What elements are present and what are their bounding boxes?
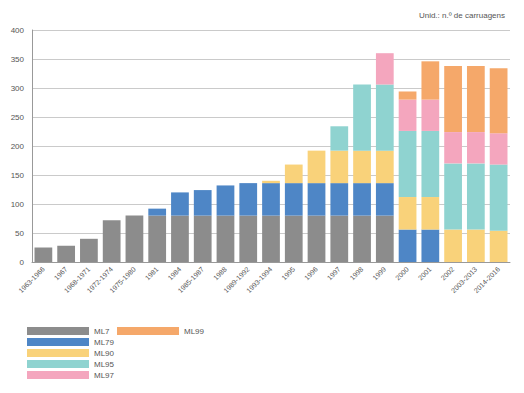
svg-text:1988: 1988 [212,265,228,281]
svg-text:50: 50 [15,229,24,238]
svg-text:2002: 2002 [440,265,456,281]
svg-text:1989-1992: 1989-1992 [222,265,251,295]
svg-text:1975-1980: 1975-1980 [108,265,137,294]
svg-text:1999: 1999 [371,265,387,281]
svg-text:1984: 1984 [166,265,182,281]
svg-text:ML79: ML79 [94,338,115,347]
svg-text:150: 150 [11,171,25,180]
svg-text:2000: 2000 [394,265,410,281]
svg-text:100: 100 [11,200,25,209]
svg-text:1967: 1967 [53,265,69,281]
svg-text:400: 400 [11,26,25,35]
svg-text:ML97: ML97 [94,371,115,380]
svg-text:350: 350 [11,55,25,64]
svg-text:1995: 1995 [280,265,296,281]
svg-text:1997: 1997 [326,265,342,281]
svg-text:2001: 2001 [417,265,433,281]
svg-text:0: 0 [20,258,25,267]
svg-text:ML95: ML95 [94,360,115,369]
svg-text:1968-1971: 1968-1971 [62,265,92,295]
svg-text:250: 250 [11,113,25,122]
svg-text:1996: 1996 [303,265,319,281]
svg-text:300: 300 [11,84,25,93]
svg-text:Unid.: n.º de carruagens: Unid.: n.º de carruagens [419,11,505,20]
svg-text:1981: 1981 [144,265,160,281]
svg-text:2014-2016: 2014-2016 [473,265,502,294]
svg-text:ML90: ML90 [94,349,115,358]
svg-text:1972-1974: 1972-1974 [85,265,115,295]
svg-text:1998: 1998 [349,265,365,281]
svg-text:ML99: ML99 [184,327,205,336]
svg-text:2003-2013: 2003-2013 [449,265,479,295]
svg-text:1963-1966: 1963-1966 [17,265,46,294]
svg-text:1985-1987: 1985-1987 [177,265,206,294]
svg-text:ML7: ML7 [94,327,110,336]
svg-text:1993-1994: 1993-1994 [245,265,274,294]
svg-text:200: 200 [11,142,25,151]
